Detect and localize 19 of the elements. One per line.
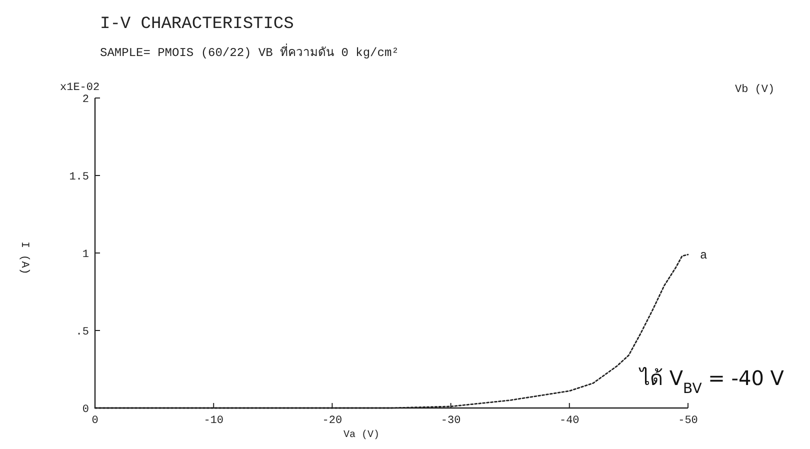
y-tick-label: 1 — [82, 249, 90, 261]
annotation: ได้ V$_{BV}$ = -40 V — [638, 366, 784, 397]
text: x1E-02 — [60, 82, 100, 94]
text: Vb (V) — [735, 84, 775, 96]
x-tick-label: -30 — [440, 415, 461, 427]
y-axis-title: I (A) — [18, 241, 30, 275]
x-tick-label: -10 — [204, 415, 224, 427]
y-tick-label: 1.5 — [69, 172, 89, 184]
x-axis-title: Va (V) — [343, 429, 380, 441]
chart-title: I-V CHARACTERISTICS — [100, 15, 294, 34]
y-tick-label: 2 — [82, 94, 89, 106]
x-tick-label: 0 — [92, 415, 98, 427]
annotation: a — [700, 248, 708, 263]
y-tick-label: 0 — [82, 404, 89, 416]
x-tick-label: -50 — [678, 415, 698, 427]
x-tick-label: -40 — [559, 415, 580, 427]
chart-subtitle: SAMPLE= PMOIS (60/22) VB ที่ความดัน 0 kg/cm² — [100, 43, 399, 60]
y-tick-label: .5 — [76, 326, 89, 338]
x-tick-label: -20 — [322, 415, 342, 427]
